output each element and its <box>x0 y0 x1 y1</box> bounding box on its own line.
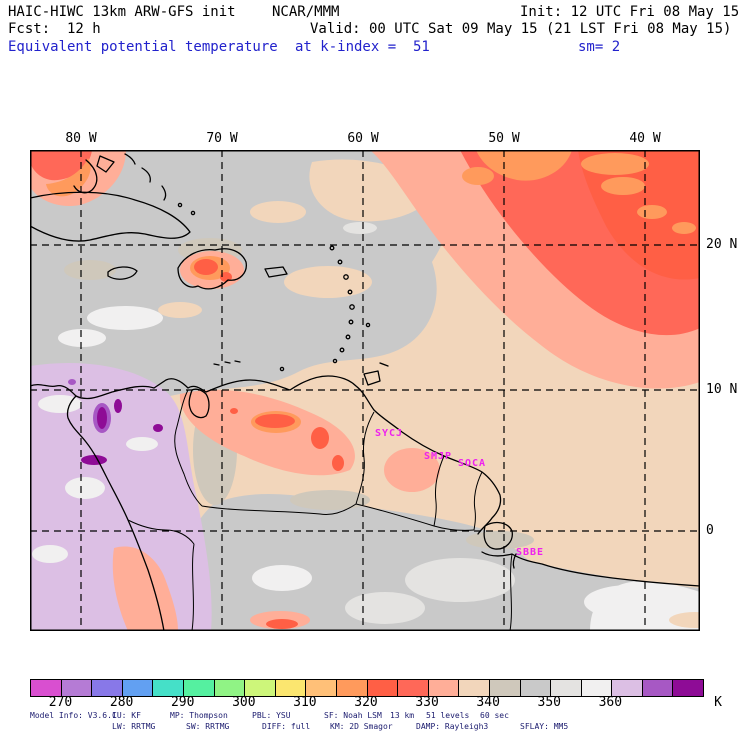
coastlines <box>29 153 701 632</box>
footer-microphysics-scheme: MP: Thompson <box>170 711 228 720</box>
footer-model-version: Model Info: V3.6.1 <box>30 711 117 720</box>
colorbar <box>30 679 704 697</box>
colorbar-cell-275 <box>91 680 122 696</box>
colorbar-cell-365 <box>641 680 673 696</box>
header-smoothing-info: sm= 2 <box>578 39 621 55</box>
footer-pbl-scheme: PBL: YSU <box>252 711 291 720</box>
header-field-name: Equivalent potential temperature <box>8 39 278 55</box>
footer-vertical-levels: 51 levels <box>426 711 470 720</box>
colorbar-cell-305 <box>274 680 306 696</box>
colorbar-tick-330: 330 <box>415 695 439 710</box>
longitude-tick-label: 70 W <box>206 131 238 146</box>
map-border <box>30 150 700 631</box>
station-label-smjp: SMJP <box>424 451 453 462</box>
station-label-soca: SOCA <box>458 458 487 469</box>
header-org-name: NCAR/MMM <box>272 4 340 20</box>
footer-diffusion-option: DIFF: full <box>262 722 311 731</box>
colorbar-cell-285 <box>152 680 183 696</box>
colorbar-tick-270: 270 <box>48 695 73 710</box>
colorbar-cell-350 <box>550 680 581 696</box>
longitude-tick-label: 50 W <box>488 131 520 146</box>
model-info-line-1: Model Info: V3.6.1 CU: KF MP: Thompson PBL:… <box>0 711 740 722</box>
longitude-tick-label: 80 W <box>65 131 97 146</box>
header-line-2: Fcst: 12 h Valid: 00 UTC Sat 09 May 15 (2… <box>0 21 740 38</box>
colorbar-cell-345 <box>519 680 551 696</box>
colorbar-cell-270 <box>60 680 92 696</box>
colorbar-cell-300 <box>244 680 275 696</box>
colorbar-cell-280 <box>121 680 153 696</box>
latitude-tick-label: 10 N <box>706 382 738 397</box>
header-valid-time: Valid: 00 UTC Sat 09 May 15 (21 LST Fri … <box>310 21 732 37</box>
footer-timestep: 60 sec <box>480 711 509 720</box>
colorbar-cell-320 <box>366 680 398 696</box>
colorbar-cell-360 <box>611 680 642 696</box>
country-borders <box>127 389 513 632</box>
colorbar-cell-335 <box>458 680 489 696</box>
colorbar-tick-350: 350 <box>537 695 561 710</box>
model-info-line-2: LW: RRTMG SW: RRTMG DIFF: full KM: 2D Smago… <box>0 722 740 733</box>
colorbar-tick-280: 280 <box>109 695 134 710</box>
longitude-tick-label: 40 W <box>629 131 661 146</box>
colorbar-tick-320: 320 <box>354 695 378 710</box>
map-frame <box>29 150 721 632</box>
longitude-tick-label: 60 W <box>347 131 379 146</box>
station-label-sbbe: SBBE <box>516 547 545 558</box>
header-forecast-hour: Fcst: 12 h <box>8 21 101 37</box>
colorbar-unit-label: K <box>714 695 722 710</box>
colorbar-cell-295 <box>213 680 245 696</box>
footer-damping-option: DAMP: Rayleigh3 <box>416 722 489 731</box>
colorbar-tick-290: 290 <box>170 695 195 710</box>
footer-surface-scheme: SF: Noah LSM <box>324 711 382 720</box>
footer-grid-spacing: 13 km <box>390 711 415 720</box>
header-init-time: Init: 12 UTC Fri 08 May 15 <box>520 4 740 20</box>
header-line-3: Equivalent potential temperature at k-ind… <box>0 39 740 56</box>
header-model-title: HAIC-HIWC 13km ARW-GFS init <box>8 4 236 20</box>
latitude-tick-label: 0 <box>706 523 714 538</box>
colorbar-cell-330 <box>427 680 459 696</box>
grid-lines <box>30 150 700 631</box>
colorbar-cell-315 <box>335 680 367 696</box>
colorbar-tick-360: 360 <box>598 695 623 710</box>
footer-longwave-scheme: LW: RRTMG <box>112 722 156 731</box>
colorbar-cell-310 <box>305 680 336 696</box>
latitude-tick-label: 20 N <box>706 237 738 252</box>
colorbar-tick-300: 300 <box>232 695 256 710</box>
colorbar-cell-340 <box>488 680 520 696</box>
footer-eddy-coefficient: KM: 2D Smagor <box>330 722 393 731</box>
footer-cumulus-scheme: CU: KF <box>112 711 141 720</box>
header-level-info: at k-index = 51 <box>295 39 430 55</box>
colorbar-tick-340: 340 <box>476 695 500 710</box>
colorbar-cell-325 <box>397 680 428 696</box>
footer-surface-layer-scheme: SFLAY: MM5 <box>520 722 569 731</box>
map-canvas <box>29 150 721 632</box>
footer-shortwave-scheme: SW: RRTMG <box>186 722 230 731</box>
colorbar-tick-310: 310 <box>293 695 317 710</box>
colorbar-cell-290 <box>182 680 214 696</box>
colorbar-cell-355 <box>580 680 612 696</box>
station-label-sycj: SYCJ <box>375 428 404 439</box>
colorbar-cell-370 <box>672 680 704 696</box>
header-line-1: HAIC-HIWC 13km ARW-GFS init NCAR/MMM Init:… <box>0 4 740 21</box>
colorbar-cell-265 <box>31 680 61 696</box>
